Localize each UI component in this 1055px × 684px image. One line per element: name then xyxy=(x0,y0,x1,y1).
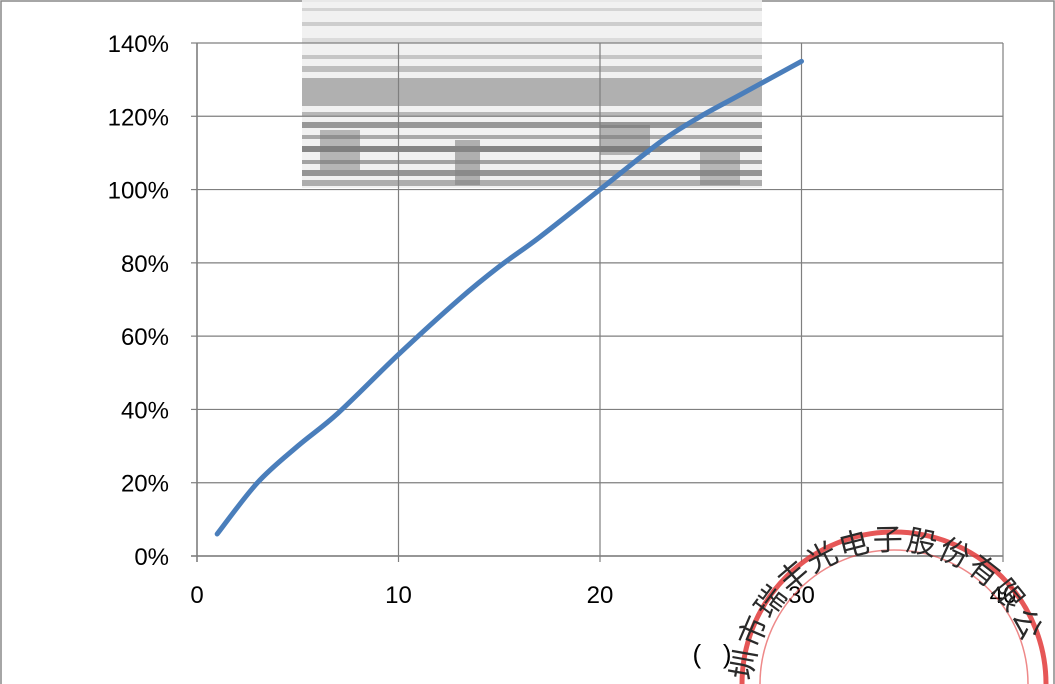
y-tick-label: 0% xyxy=(134,544,169,571)
y-tick-label: 20% xyxy=(121,471,169,498)
y-tick-label: 140% xyxy=(108,31,169,58)
y-tick-label: 40% xyxy=(121,397,169,424)
company-seal: 圳市瑞丰光电子股份有限公 xyxy=(726,524,1049,684)
scan-artifact xyxy=(302,0,762,188)
x-tick-label: 0 xyxy=(190,582,203,609)
x-tick-label: 20 xyxy=(587,582,614,609)
y-tick-label: 100% xyxy=(108,178,169,205)
x-tick-label: 10 xyxy=(385,582,412,609)
y-tick-label: 60% xyxy=(121,324,169,351)
y-axis-ticks: 0% 20% 40% 60% 80% 100% 120% 140% xyxy=(108,31,197,571)
axes xyxy=(191,43,1003,562)
y-tick-label: 80% xyxy=(121,251,169,278)
y-tick-label: 120% xyxy=(108,104,169,131)
seal-text: 圳市瑞丰光电子股份有限公 xyxy=(726,524,1049,683)
x-axis-ticks: 0 10 20 30 40 xyxy=(190,556,1016,609)
series-layer xyxy=(214,58,804,537)
x-axis-label: ( ) xyxy=(693,639,732,669)
